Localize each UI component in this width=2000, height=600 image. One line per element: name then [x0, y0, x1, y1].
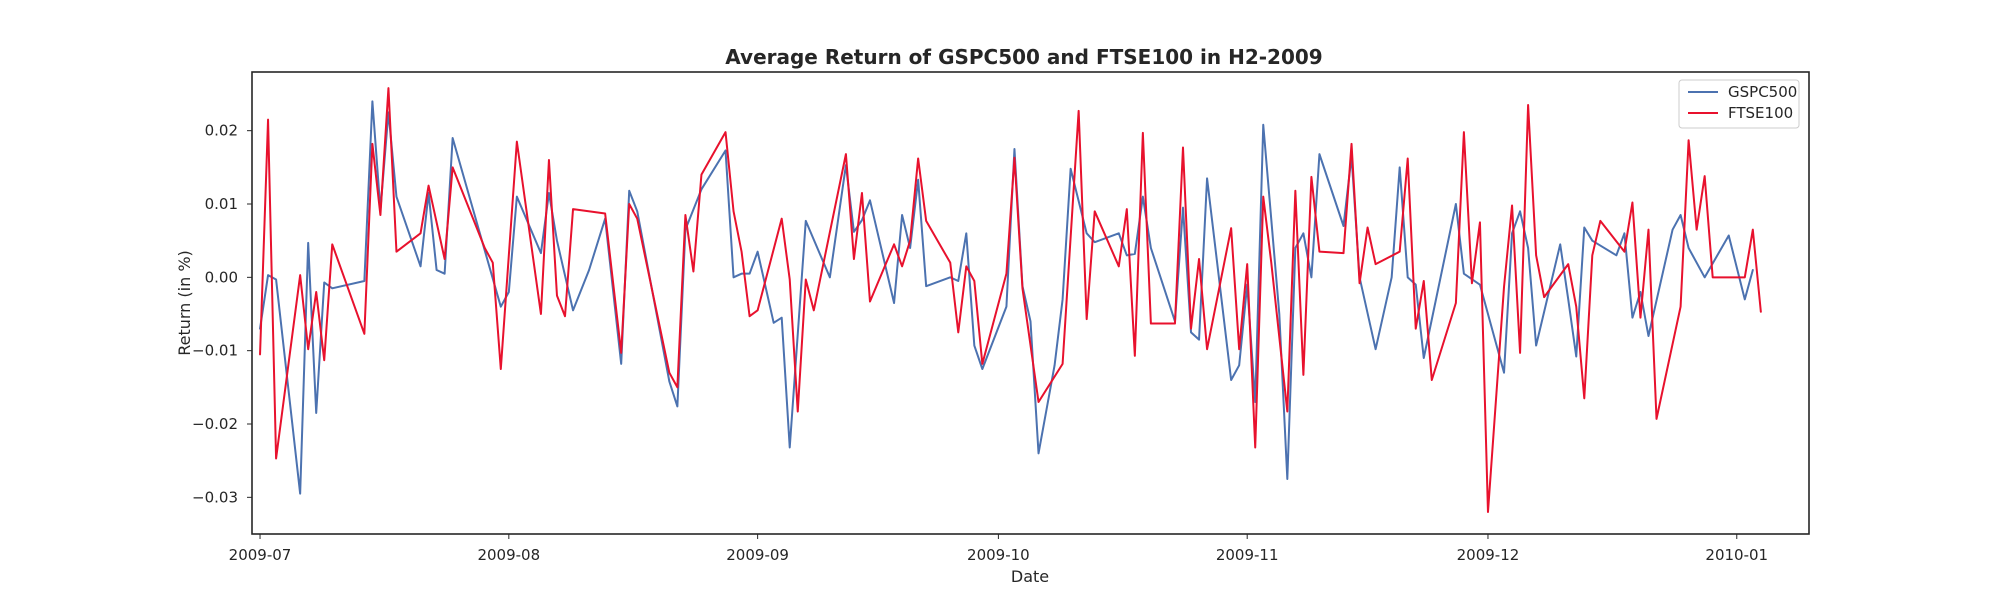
- series-line-gspc500: [259, 100, 1754, 495]
- x-tick-label: 2009-11: [1216, 546, 1279, 564]
- x-tick-label: 2009-07: [229, 546, 292, 564]
- y-axis-ticks: 0.02 0.01 0.00 −0.01 −0.02 −0.03: [192, 122, 252, 506]
- y-tick-label: 0.01: [205, 195, 238, 213]
- x-tick-label: 2009-09: [726, 546, 789, 564]
- y-tick-label: −0.02: [192, 415, 238, 433]
- chart-title: Average Return of GSPC500 and FTSE100 in…: [725, 45, 1322, 69]
- plot-area: [251, 71, 1810, 535]
- x-axis-ticks: 2009-07 2009-08 2009-09 2009-10 2009-11 2009-…: [229, 534, 1768, 564]
- legend-items: GSPC500 FTSE100: [1688, 83, 1797, 122]
- x-axis-label: Date: [1011, 567, 1049, 586]
- series-group: [259, 87, 1762, 513]
- x-tick-label: 2009-10: [967, 546, 1030, 564]
- x-tick-label: 2010-01: [1705, 546, 1768, 564]
- series-line-ftse100: [259, 87, 1762, 513]
- y-tick-label: −0.01: [192, 342, 238, 360]
- plot-frame: [251, 71, 1810, 535]
- legend: GSPC500 FTSE100: [1678, 79, 1800, 129]
- y-axis-label: Return (in %): [175, 250, 194, 356]
- y-tick-label: 0.02: [205, 122, 238, 140]
- y-tick-label: −0.03: [192, 488, 238, 506]
- y-tick-label: 0.00: [205, 268, 238, 286]
- x-tick-label: 2009-08: [477, 546, 540, 564]
- legend-label-ftse100: FTSE100: [1728, 104, 1793, 122]
- x-tick-label: 2009-12: [1457, 546, 1520, 564]
- legend-label-gspc500: GSPC500: [1728, 83, 1797, 101]
